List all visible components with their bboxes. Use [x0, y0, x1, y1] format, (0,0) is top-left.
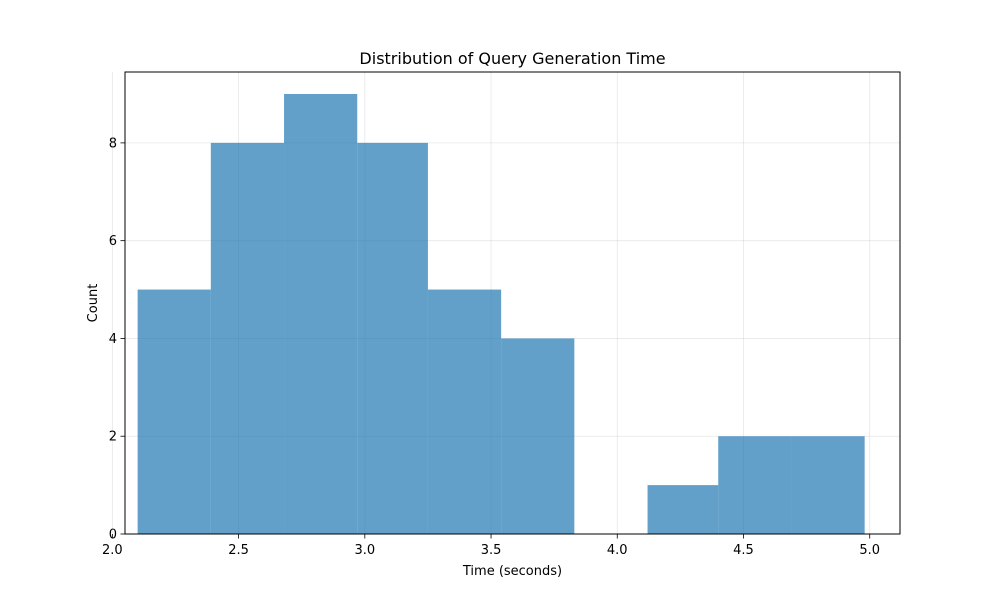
chart-title: Distribution of Query Generation Time: [359, 49, 665, 68]
x-tick-label: 4.5: [733, 543, 754, 558]
x-axis-label: Time (seconds): [462, 564, 562, 579]
x-tick-label: 2.5: [228, 543, 249, 558]
histogram-bar: [427, 289, 502, 534]
y-tick-label: 6: [109, 234, 117, 249]
histogram-bar: [791, 436, 865, 534]
histogram-bars: [137, 94, 865, 534]
histogram-bar: [137, 289, 211, 534]
x-tick-label: 3.0: [354, 543, 375, 558]
x-tick-label: 5.0: [859, 543, 880, 558]
y-tick-label: 8: [109, 136, 117, 151]
histogram-bar: [210, 142, 285, 534]
histogram-bar: [357, 142, 428, 534]
x-tick-label: 2.0: [102, 543, 123, 558]
histogram-bar: [718, 436, 792, 534]
y-axis-label: Count: [86, 284, 101, 323]
histogram-bar: [284, 94, 358, 534]
y-tick-label: 2: [109, 430, 117, 445]
x-tick-label: 4.0: [607, 543, 628, 558]
y-tick-label: 0: [109, 528, 117, 543]
histogram-bar: [647, 485, 719, 534]
x-axis-ticks: 2.0 2.5 3.0 3.5 4.0 4.5 5.0: [102, 534, 880, 558]
x-tick-label: 3.5: [481, 543, 502, 558]
y-tick-label: 4: [109, 332, 117, 347]
plot-frame: [124, 71, 901, 535]
y-axis-ticks: 0 2 4 6 8: [109, 136, 125, 543]
histogram-bar: [501, 338, 575, 534]
